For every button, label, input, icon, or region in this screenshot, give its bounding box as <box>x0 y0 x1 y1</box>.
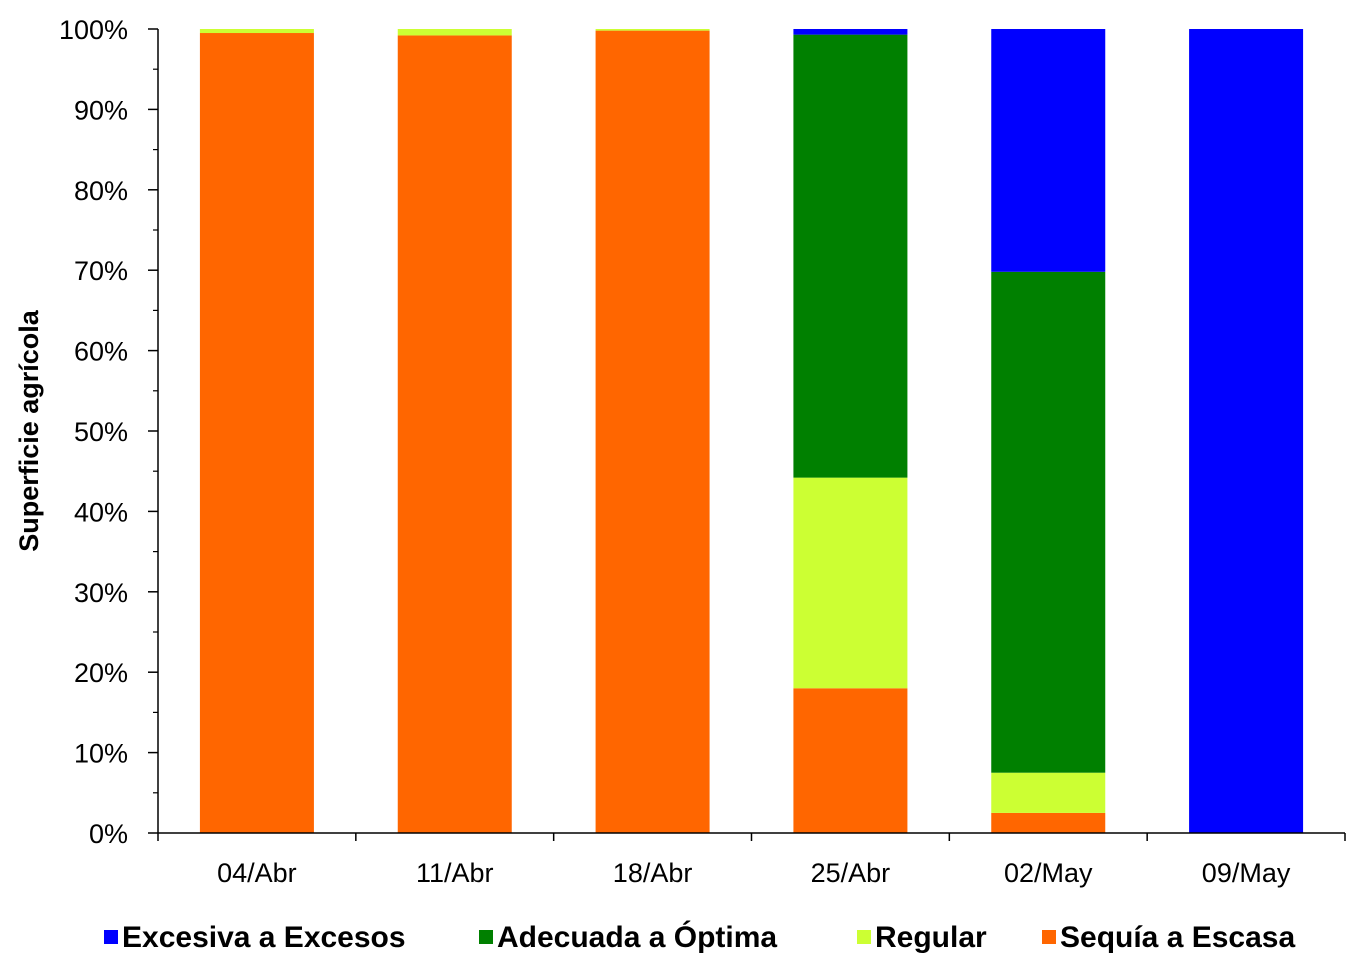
y-tick-label: 80% <box>74 176 128 206</box>
bar-segment-25-Abr-2 <box>793 34 908 478</box>
y-tick-label: 10% <box>74 739 128 769</box>
legend-label: Regular <box>875 921 987 954</box>
x-tick-label: 11/Abr <box>416 858 494 888</box>
legend-label: Excesiva a Excesos <box>122 921 406 954</box>
legend-swatch <box>104 930 118 944</box>
x-tick-label: 02/May <box>1004 858 1093 888</box>
x-tick-label: 25/Abr <box>811 858 891 888</box>
y-tick-label: 60% <box>74 337 128 367</box>
legend-label: Sequía a Escasa <box>1060 921 1295 954</box>
legend-swatch <box>1042 930 1056 944</box>
bars-layer <box>199 29 1304 834</box>
x-tick-label: 18/Abr <box>613 858 693 888</box>
bar-segment-02-May-1 <box>991 772 1106 813</box>
axes-layer: 04/Abr 11/Abr 18/Abr 25/Abr 02/May 09/May 0% 10… <box>14 15 1346 888</box>
bar-segment-04-Abr-1 <box>199 29 314 34</box>
y-axis-title: Superficie agrícola <box>14 309 44 552</box>
bar-segment-02-May-2 <box>991 271 1106 773</box>
y-tick-label: 20% <box>74 658 128 688</box>
y-tick-label: 0% <box>89 819 128 849</box>
y-tick-label: 70% <box>74 256 128 286</box>
bar-segment-25-Abr-3 <box>793 29 908 35</box>
x-tick-label: 04/Abr <box>217 858 297 888</box>
bar-segment-25-Abr-1 <box>793 477 908 689</box>
y-tick-label: 90% <box>74 95 128 125</box>
y-tick-label: 50% <box>74 417 128 447</box>
legend-swatch <box>857 930 871 944</box>
bar-segment-18-Abr-1 <box>595 29 710 31</box>
bar-segment-11-Abr-0 <box>397 35 512 833</box>
y-tick-label: 30% <box>74 578 128 608</box>
x-tick-label: 09/May <box>1202 858 1291 888</box>
bar-segment-02-May-3 <box>991 29 1106 272</box>
bar-segment-18-Abr-0 <box>595 30 710 834</box>
bar-segment-04-Abr-0 <box>199 33 314 833</box>
legend: Excesiva a Excesos Adecuada a Óptima Regul… <box>104 920 1295 954</box>
bar-segment-25-Abr-0 <box>793 688 908 833</box>
bar-segment-02-May-0 <box>991 812 1106 833</box>
y-tick-label: 100% <box>59 15 128 45</box>
bar-segment-11-Abr-1 <box>397 29 512 36</box>
y-tick-label: 40% <box>74 497 128 527</box>
bar-segment-09-May-3 <box>1189 29 1304 833</box>
legend-label: Adecuada a Óptima <box>497 920 777 954</box>
legend-swatch <box>479 930 493 944</box>
